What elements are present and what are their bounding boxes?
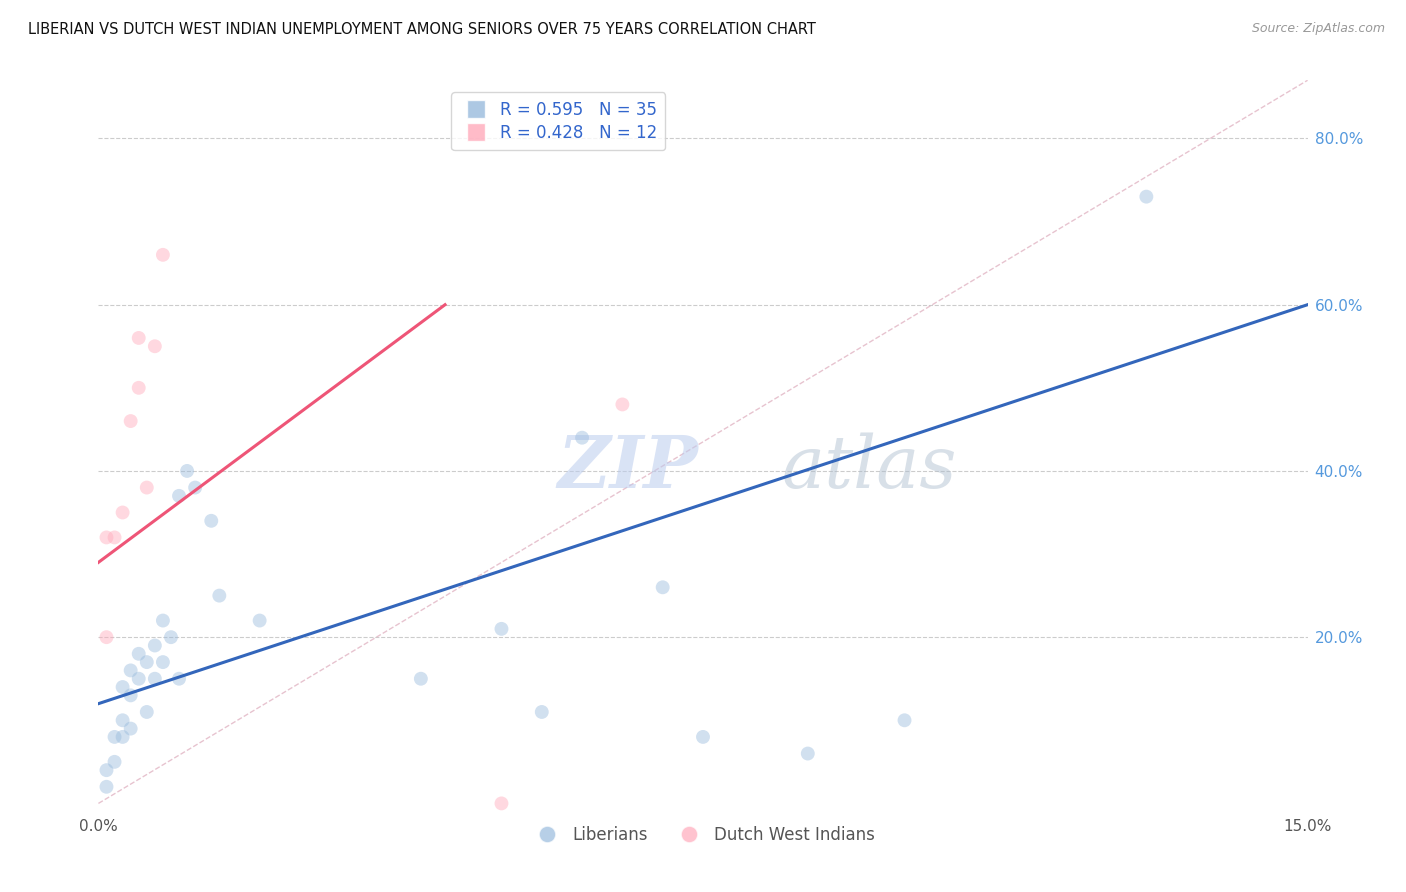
Point [152,614,174,628]
Point [200,514,222,528]
Point [692,730,714,744]
Point [120,722,142,736]
Point [651,580,673,594]
Point [1135,189,1157,203]
Point [152,248,174,262]
Point [797,747,820,761]
Point [152,655,174,669]
Point [530,705,553,719]
Text: LIBERIAN VS DUTCH WEST INDIAN UNEMPLOYMENT AMONG SENIORS OVER 75 YEARS CORRELATI: LIBERIAN VS DUTCH WEST INDIAN UNEMPLOYME… [28,22,815,37]
Point [167,489,190,503]
Point [491,797,513,811]
Point [111,714,134,728]
Point [491,622,513,636]
Legend: Liberians, Dutch West Indians: Liberians, Dutch West Indians [524,820,882,851]
Point [111,506,134,520]
Point [128,647,150,661]
Point [176,464,198,478]
Point [96,630,118,644]
Point [96,763,118,777]
Point [143,639,166,653]
Text: atlas: atlas [782,433,957,503]
Text: Source: ZipAtlas.com: Source: ZipAtlas.com [1251,22,1385,36]
Point [128,672,150,686]
Point [143,339,166,353]
Point [120,689,142,703]
Point [128,381,150,395]
Point [111,730,134,744]
Point [135,481,157,495]
Point [184,481,207,495]
Point [249,614,271,628]
Point [103,530,125,544]
Point [167,672,190,686]
Point [120,414,142,428]
Point [893,714,915,728]
Text: ZIP: ZIP [558,433,699,503]
Point [160,630,183,644]
Point [571,431,593,445]
Point [96,530,118,544]
Point [409,672,432,686]
Point [111,680,134,694]
Point [103,755,125,769]
Point [135,655,157,669]
Point [103,730,125,744]
Point [208,589,231,603]
Point [120,664,142,678]
Point [612,397,634,411]
Point [143,672,166,686]
Point [135,705,157,719]
Point [96,780,118,794]
Point [128,331,150,345]
